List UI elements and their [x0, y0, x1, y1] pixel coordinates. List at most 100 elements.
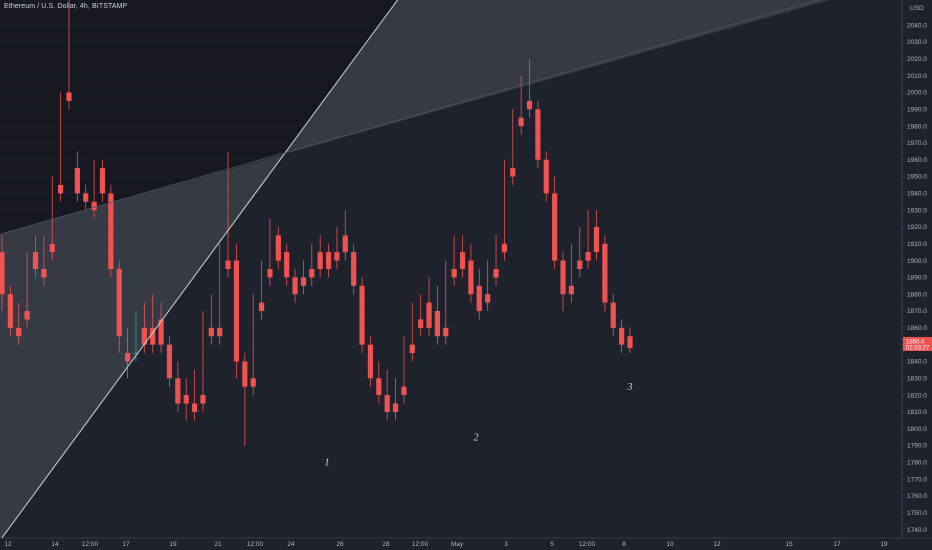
time-tick-label: 12 [713, 541, 721, 548]
candle-body [342, 235, 348, 253]
last-price-text: 1850.4 [906, 339, 925, 345]
candle-body [150, 327, 156, 345]
time-tick-label: 12:00 [579, 541, 596, 548]
candle-body [552, 193, 558, 261]
price-tick-label: 1930.0 [907, 207, 927, 214]
candle-body [334, 252, 340, 261]
price-tick-label: 1950.0 [907, 174, 927, 181]
price-tick-label: 1760.0 [907, 493, 927, 500]
channel-fill [0, 0, 902, 541]
price-tick-label: 1830.0 [907, 375, 927, 382]
candle-body [468, 260, 474, 295]
candle-body [627, 336, 633, 349]
price-tick-label: 1970.0 [907, 140, 927, 147]
price-tick-label: 1940.0 [907, 191, 927, 198]
price-tick-label: 1860.0 [907, 325, 927, 332]
candle-body [493, 269, 499, 278]
background-layer [0, 0, 902, 541]
candle-body [510, 168, 516, 177]
candle-body [376, 378, 382, 396]
candle-body [116, 269, 122, 337]
candle-body [535, 109, 541, 160]
price-tick-label: 1740.0 [907, 527, 927, 534]
candle-body [309, 269, 315, 278]
price-tick-label: 1790.0 [907, 443, 927, 450]
candles-layer [0, 0, 633, 446]
countdown-text: 02:53:27 [906, 345, 930, 351]
price-axis[interactable]: USD 1740.0 1750.0 1760.0 1770.0 1780.0 1790.0 1… [901, 0, 932, 550]
price-tick-label: 1750.0 [907, 510, 927, 517]
price-tick-label: 2040.0 [907, 22, 927, 29]
candle-body [275, 235, 281, 261]
candle-body [208, 327, 214, 337]
candle-body [300, 277, 307, 286]
price-tick-label: 1770.0 [907, 476, 927, 483]
candle-body [409, 344, 415, 354]
time-tick-label: 17 [833, 541, 841, 548]
candle-body [32, 252, 39, 269]
time-tick-label: 21 [214, 541, 222, 548]
candle-body [325, 252, 332, 269]
price-tick-label: 2010.0 [907, 73, 927, 80]
wave-label-3: 3 [627, 382, 633, 393]
candle-body [543, 159, 549, 194]
candle-body [568, 285, 574, 295]
candle-body [183, 395, 189, 404]
price-tick-label: 2000.0 [907, 90, 927, 97]
time-tick-label: 10 [666, 541, 674, 548]
time-axis[interactable]: 12 14 12:00 17 19 21 12:00 24 26 28 12:00 May 3 5 12:0… [0, 537, 932, 550]
price-tick-label: 1920.0 [907, 224, 927, 231]
candle-body [593, 226, 600, 253]
candle-body [83, 193, 89, 202]
candle-body [49, 243, 55, 253]
candle-body [91, 201, 97, 211]
candle-body [191, 403, 198, 412]
time-tick-label: 3 [504, 541, 508, 548]
price-axis-bg [902, 0, 932, 550]
price-tick-label: 1870.0 [907, 308, 927, 315]
candle-body [200, 395, 206, 404]
time-tick-label: 15 [785, 541, 793, 548]
wave-label-1: 1 [325, 458, 330, 469]
time-tick-label: 12:00 [412, 541, 429, 548]
wave-label-2: 2 [474, 432, 479, 443]
candle-body [426, 302, 432, 328]
candle-body [577, 260, 583, 269]
lower-trendline [0, 0, 399, 541]
candle-body [158, 319, 164, 345]
price-tick-label: 2020.0 [907, 56, 927, 63]
trendline-layer [0, 0, 820, 541]
grid-layer [0, 24, 902, 530]
time-tick-label: 8 [622, 541, 626, 548]
price-tick-label: 1880.0 [907, 291, 927, 298]
time-tick-label: 24 [287, 541, 295, 548]
candle-body [518, 117, 524, 127]
candle-body [141, 327, 147, 345]
last-price-tag [903, 336, 932, 351]
currency-label: USD [910, 5, 924, 12]
candle-body [284, 252, 290, 278]
candle-body [317, 252, 323, 269]
price-tick-label: 1780.0 [907, 460, 927, 467]
candle-body [99, 168, 106, 194]
candle-body [66, 92, 72, 101]
time-tick-label: 12:00 [82, 541, 99, 548]
price-tick-label: 1910.0 [907, 241, 927, 248]
candle-body [443, 327, 449, 337]
candle-body [401, 386, 407, 396]
time-tick-label: 26 [336, 541, 344, 548]
candle-body [434, 311, 441, 337]
candle-body [16, 327, 22, 337]
time-tick-label: 12 [4, 541, 12, 548]
candle-body [217, 327, 223, 337]
price-tick-label: 1820.0 [907, 392, 927, 399]
price-tick-label: 1890.0 [907, 275, 927, 282]
candle-body [451, 269, 457, 278]
candle-body [585, 252, 591, 261]
candle-body [175, 378, 181, 404]
candle-body [501, 243, 507, 253]
price-tick-label: 1800.0 [907, 426, 927, 433]
chart-title: Ethereum / U.S. Dollar, 4h, BITSTAMP [4, 3, 128, 10]
